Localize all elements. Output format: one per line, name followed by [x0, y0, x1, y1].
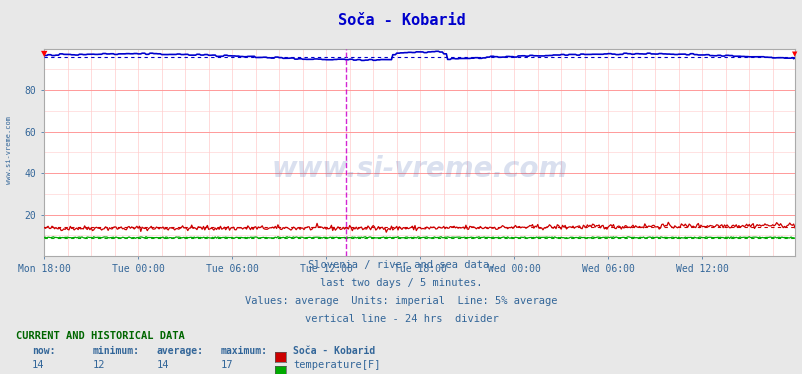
Text: Values: average  Units: imperial  Line: 5% average: Values: average Units: imperial Line: 5%… — [245, 296, 557, 306]
Text: temperature[F]: temperature[F] — [293, 360, 380, 370]
Text: Slovenia / river and sea data.: Slovenia / river and sea data. — [307, 260, 495, 270]
Text: Soča - Kobarid: Soča - Kobarid — [293, 346, 375, 356]
Text: minimum:: minimum: — [92, 346, 140, 356]
Text: CURRENT AND HISTORICAL DATA: CURRENT AND HISTORICAL DATA — [16, 331, 184, 341]
Text: www.si-vreme.com: www.si-vreme.com — [271, 155, 567, 183]
Text: www.si-vreme.com: www.si-vreme.com — [6, 116, 12, 184]
Text: 14: 14 — [32, 360, 45, 370]
Text: maximum:: maximum: — [221, 346, 268, 356]
Text: last two days / 5 minutes.: last two days / 5 minutes. — [320, 278, 482, 288]
Text: 12: 12 — [92, 360, 105, 370]
Text: ▼: ▼ — [792, 51, 796, 57]
Text: average:: average: — [156, 346, 204, 356]
Text: 14: 14 — [156, 360, 169, 370]
Text: vertical line - 24 hrs  divider: vertical line - 24 hrs divider — [304, 314, 498, 324]
Text: ▼: ▼ — [41, 49, 47, 58]
Text: now:: now: — [32, 346, 55, 356]
Text: 17: 17 — [221, 360, 233, 370]
Text: Soča - Kobarid: Soča - Kobarid — [337, 13, 465, 28]
